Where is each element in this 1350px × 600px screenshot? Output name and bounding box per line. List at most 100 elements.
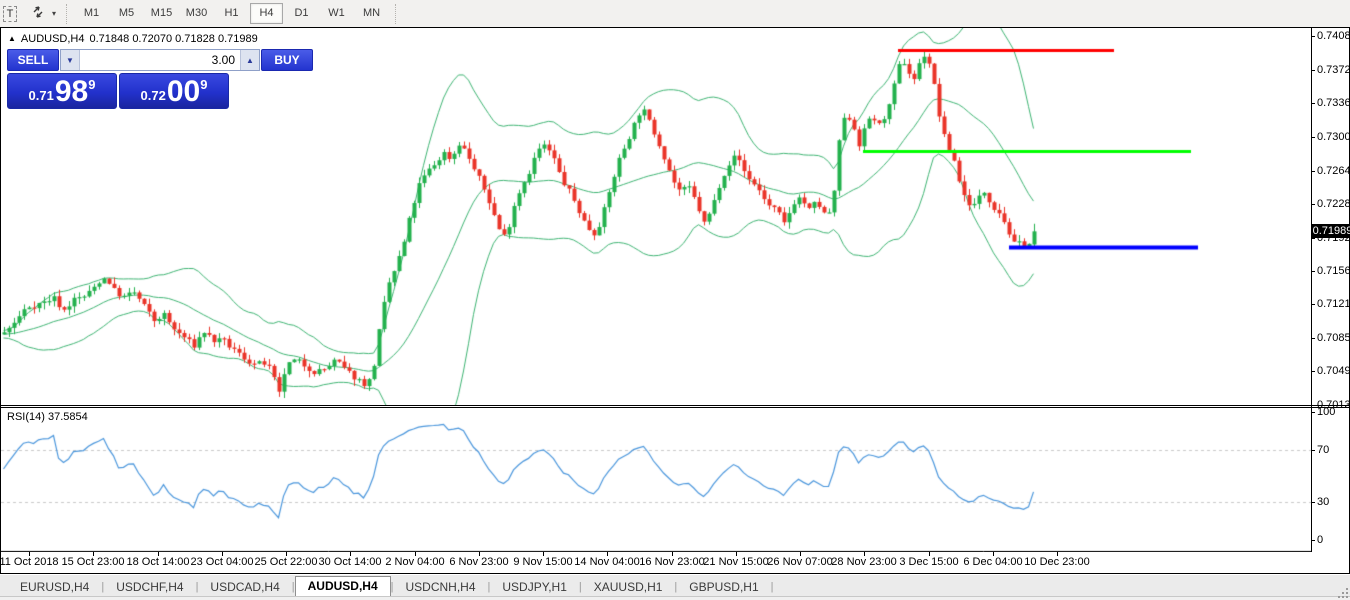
- buy-button[interactable]: BUY: [261, 49, 313, 71]
- time-axis-label: 23 Oct 04:00: [190, 556, 254, 568]
- time-axis-tick: [929, 552, 930, 556]
- price-axis-tick: [1311, 103, 1315, 105]
- timeframe-button-group: M1 M5 M15 M30 H1 H4 D1 W1 MN: [74, 3, 389, 24]
- rsi-axis-tick: [1311, 501, 1315, 503]
- timeframe-button-m5[interactable]: M5: [118, 7, 135, 19]
- time-axis-tick: [736, 552, 737, 556]
- time-axis-label: 2 Nov 04:00: [385, 556, 445, 568]
- time-axis-tick: [93, 552, 94, 556]
- time-axis-label: 18 Oct 14:00: [126, 556, 190, 568]
- price-axis-tick: [1311, 36, 1315, 37]
- time-axis-label: 26 Nov 07:00: [767, 556, 833, 568]
- chart-tab-eurusd-h4[interactable]: EURUSD,H4: [20, 580, 90, 594]
- chart-tab-usdchf-h4[interactable]: USDCHF,H4: [116, 580, 184, 594]
- chart-tab-bar: EURUSD,H4 | USDCHF,H4 | USDCAD,H4 | AUDUSD,H4 |…: [0, 575, 1350, 596]
- triangle-down-icon: ▼: [66, 55, 74, 65]
- time-axis-tick: [543, 552, 544, 556]
- volume-input[interactable]: [80, 50, 240, 70]
- price-axis-tick: [1311, 136, 1315, 138]
- tool-dropdown-caret-icon[interactable]: ▾: [48, 4, 60, 24]
- rsi-indicator-canvas[interactable]: [1, 408, 1311, 552]
- time-axis-tick: [993, 552, 994, 556]
- tab-separator: |: [578, 581, 582, 593]
- chart-tab-audusd-h4[interactable]: AUDUSD,H4: [294, 576, 391, 596]
- resize-grip[interactable]: [1337, 587, 1348, 598]
- time-axis-label: 30 Oct 14:00: [318, 556, 382, 568]
- time-axis-tick: [415, 552, 416, 556]
- chart-tab-gbpusd-h1[interactable]: GBPUSD,H1: [689, 580, 759, 594]
- timeframe-button-m30[interactable]: M30: [185, 7, 208, 19]
- tab-separator: |: [674, 581, 678, 593]
- triangle-up-icon: ▲: [246, 55, 254, 65]
- time-axis-tick: [350, 552, 351, 556]
- time-axis-tick: [800, 552, 801, 556]
- buy-price-panel[interactable]: 0.72 00 9: [119, 73, 229, 109]
- rsi-axis-label: 30: [1317, 495, 1330, 508]
- time-axis-tick: [479, 552, 480, 556]
- time-axis-label: 16 Nov 23:00: [639, 556, 705, 568]
- timeframe-button-h1[interactable]: H1: [224, 7, 239, 19]
- chart-tab-usdcad-h4[interactable]: USDCAD,H4: [210, 580, 280, 594]
- time-axis-label: 6 Dec 04:00: [963, 556, 1023, 568]
- chart-tab-usdjpy-h1[interactable]: USDJPY,H1: [502, 580, 567, 594]
- price-axis-tick: [1311, 337, 1315, 339]
- time-axis-label: 15 Oct 23:00: [61, 556, 125, 568]
- time-axis-tick: [158, 552, 159, 556]
- time-axis-label: 14 Nov 04:00: [574, 556, 640, 568]
- buy-price-pipette: 9: [200, 77, 208, 92]
- rsi-axis-tick: [1311, 540, 1315, 541]
- time-axis-label: 10 Dec 23:00: [1024, 556, 1090, 568]
- time-axis-tick: [607, 552, 608, 556]
- toolbar-separator: [66, 3, 68, 24]
- pane-splitter[interactable]: [1, 405, 1349, 408]
- chart-ohlc-title: ▲ AUDUSD,H4 0.71848 0.72070 0.71828 0.71…: [8, 33, 258, 45]
- status-bar: [0, 596, 1350, 600]
- text-label-tool-button[interactable]: T: [0, 4, 20, 24]
- price-axis-tick: [1311, 371, 1315, 373]
- buy-price-prefix: 0.72: [140, 88, 166, 103]
- sell-button[interactable]: SELL: [7, 49, 59, 71]
- price-axis-tick: [1311, 170, 1315, 172]
- timeframe-button-m15[interactable]: M15: [150, 7, 173, 19]
- cursor-arrows-tool-button[interactable]: [28, 4, 48, 24]
- tab-separator: |: [195, 581, 199, 593]
- price-axis-tick: [1311, 271, 1315, 273]
- volume-decrease-button[interactable]: ▼: [61, 50, 80, 70]
- diagonal-arrows-icon: [30, 4, 46, 23]
- timeframe-button-w1[interactable]: W1: [328, 7, 345, 19]
- chart-tab-usdcnh-h4[interactable]: USDCNH,H4: [405, 580, 476, 594]
- time-axis-label: 28 Nov 23:00: [831, 556, 897, 568]
- chart-tab-xauusd-h1[interactable]: XAUUSD,H1: [593, 580, 663, 594]
- sell-price-pipette: 9: [88, 77, 96, 92]
- timeframe-button-m1[interactable]: M1: [83, 7, 100, 19]
- current-price-badge: 0.71989: [1312, 224, 1350, 239]
- timeframe-button-h4[interactable]: H4: [250, 3, 283, 24]
- sell-price-panel[interactable]: 0.71 98 9: [7, 73, 117, 109]
- rsi-axis-tick: [1311, 412, 1315, 413]
- sell-price-prefix: 0.71: [28, 88, 54, 103]
- chart-symbol-label: AUDUSD,H4: [20, 33, 85, 45]
- time-axis-tick: [672, 552, 673, 556]
- volume-increase-button[interactable]: ▲: [240, 50, 259, 70]
- time-axis-label: 25 Oct 22:00: [254, 556, 318, 568]
- tab-separator: |: [291, 581, 295, 593]
- timeframe-button-mn[interactable]: MN: [362, 7, 381, 19]
- timeframe-button-d1[interactable]: D1: [294, 7, 309, 19]
- collapse-trade-panel-icon[interactable]: ▲: [8, 34, 16, 43]
- time-axis-tick: [29, 552, 30, 556]
- one-click-trading-panel: SELL ▼ ▲ BUY 0.71 98 9: [7, 49, 313, 109]
- rsi-axis-label: 0: [1317, 534, 1324, 546]
- time-axis-tick: [864, 552, 865, 556]
- chart-ohlc-values: 0.71848 0.72070 0.71828 0.71989: [89, 33, 258, 45]
- price-axis-tick: [1311, 69, 1315, 71]
